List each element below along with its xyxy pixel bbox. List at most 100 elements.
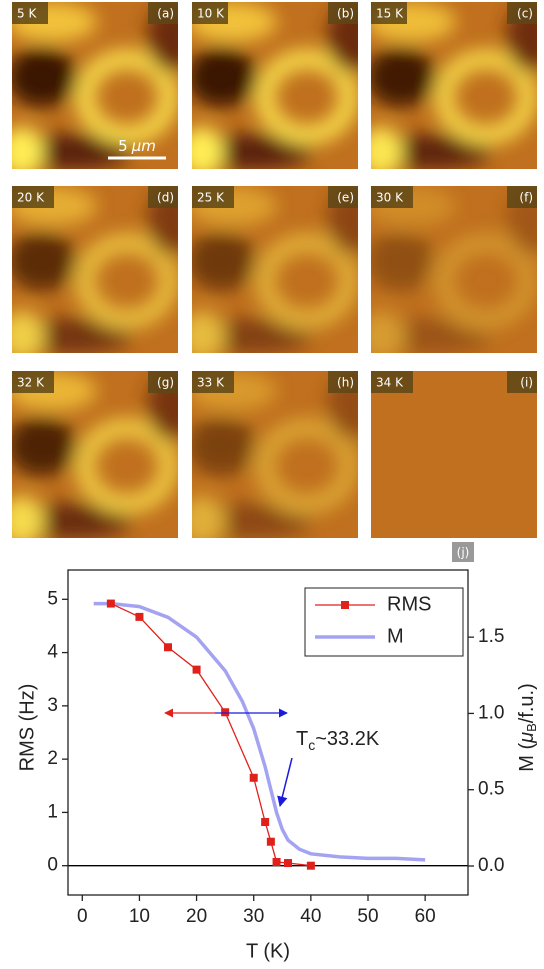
dark-region — [12, 416, 77, 476]
temperature-label: 25 K — [197, 191, 225, 205]
temperature-label: 15 K — [376, 7, 404, 21]
y2-axis-label: M (μB/f.u.) — [516, 683, 539, 772]
bright-region — [192, 496, 224, 538]
image-panel: 30 K (f) — [371, 186, 537, 353]
data-point — [266, 837, 275, 846]
legend-marker — [341, 601, 349, 609]
y-tick-label: 5 — [47, 588, 58, 609]
bright-ring — [255, 49, 358, 145]
bright-region — [12, 496, 44, 538]
plot-area — [93, 599, 426, 870]
bright-ring — [255, 418, 358, 514]
x-tick-label: 60 — [415, 906, 436, 927]
tc-annotation: Tc~33.2K — [296, 728, 380, 752]
label-bg — [148, 186, 178, 208]
tc-arrow — [277, 757, 293, 808]
text-part: M ( — [516, 743, 538, 772]
series-line — [93, 601, 426, 862]
data-point — [192, 665, 201, 674]
data-point — [221, 708, 230, 717]
bright-ring — [434, 233, 537, 329]
panel-label-bg — [452, 542, 474, 562]
temperature-label: 34 K — [376, 376, 404, 390]
label-bg — [12, 371, 54, 393]
plot-frame — [67, 569, 469, 896]
x-tick-label: 30 — [243, 906, 264, 927]
dark-region — [371, 47, 436, 107]
image-panel: 15 K (c) — [371, 2, 537, 169]
label-bg — [507, 186, 537, 208]
image-panel: 25 K (e) — [192, 186, 358, 353]
y-axis-label: RMS (Hz) — [16, 684, 38, 772]
label-bg — [328, 2, 358, 24]
y-tick-label: 3 — [47, 695, 58, 716]
data-point — [284, 859, 292, 868]
image-panel: 32 K (g) — [12, 371, 178, 538]
label-bg — [192, 371, 234, 393]
text-part: T — [296, 728, 308, 750]
text-part: μm — [131, 137, 156, 155]
data-point — [249, 773, 258, 782]
panel-letter: (h) — [337, 376, 354, 390]
label-bg — [371, 2, 407, 24]
bright-ring — [434, 49, 537, 145]
panel-letter: (i) — [520, 376, 533, 390]
text-part: 5 — [118, 137, 128, 155]
panel-letter: (d) — [157, 191, 174, 205]
dark-region — [192, 416, 257, 476]
legend-label: M — [387, 625, 404, 647]
chart: (j) 0 10 20 30 40 50 60 0 1 2 3 4 5 0.0 0.5 1.0 1.5 T (K) R… — [16, 542, 539, 962]
image-panel: 10 K (b) — [192, 2, 358, 169]
data-point — [261, 818, 270, 827]
x-tick-label: 0 — [77, 906, 88, 927]
bright-region — [192, 127, 224, 169]
panel-letter: (f) — [519, 191, 533, 205]
label-bg — [192, 2, 228, 24]
temperature-label: 30 K — [376, 191, 404, 205]
bright-ring — [75, 418, 178, 514]
panel-texture — [12, 2, 178, 169]
temperature-label: 10 K — [197, 7, 225, 21]
label-bg — [328, 371, 358, 393]
label-bg — [12, 186, 54, 208]
image-panel: 33 K (h) — [192, 371, 358, 538]
y2-tick-label: 0.5 — [478, 779, 504, 800]
label-bg — [328, 186, 358, 208]
panel-bg — [371, 371, 537, 538]
bright-region — [371, 127, 403, 169]
data-point — [135, 612, 144, 621]
label-bg — [371, 186, 413, 208]
dark-region — [12, 47, 77, 107]
x-tick-label: 20 — [186, 906, 207, 927]
label-bg — [507, 371, 537, 393]
y2-tick-label: 1.0 — [478, 702, 504, 723]
bright-region — [371, 311, 403, 353]
dark-region — [371, 231, 436, 291]
y-tick-label: 2 — [47, 748, 58, 769]
y2-tick-label: 0.0 — [478, 855, 504, 876]
x-tick-label: 50 — [357, 906, 378, 927]
label-bg — [371, 371, 413, 393]
temperature-label: 5 K — [17, 7, 37, 21]
bright-region — [12, 311, 44, 353]
legend-label: RMS — [387, 593, 431, 615]
panel-letter: (e) — [337, 191, 354, 205]
data-point — [272, 857, 281, 866]
bright-ring — [75, 49, 178, 145]
dark-region — [192, 231, 257, 291]
data-point — [106, 599, 115, 608]
label-bg — [192, 186, 234, 208]
text-part: B — [524, 723, 539, 732]
text-part: /f.u.) — [516, 683, 538, 723]
image-panel: 5 K (a) — [12, 2, 178, 169]
text-part: ~33.2K — [315, 728, 380, 750]
x-tick-label: 10 — [129, 906, 150, 927]
dark-region — [366, 416, 436, 476]
text-part: μ — [516, 732, 538, 744]
panel-texture — [371, 2, 537, 169]
label-bg — [148, 2, 178, 24]
scale-bar-label: 5 μm — [118, 137, 156, 155]
y-tick-label: 1 — [47, 801, 58, 822]
bright-region — [12, 127, 44, 169]
